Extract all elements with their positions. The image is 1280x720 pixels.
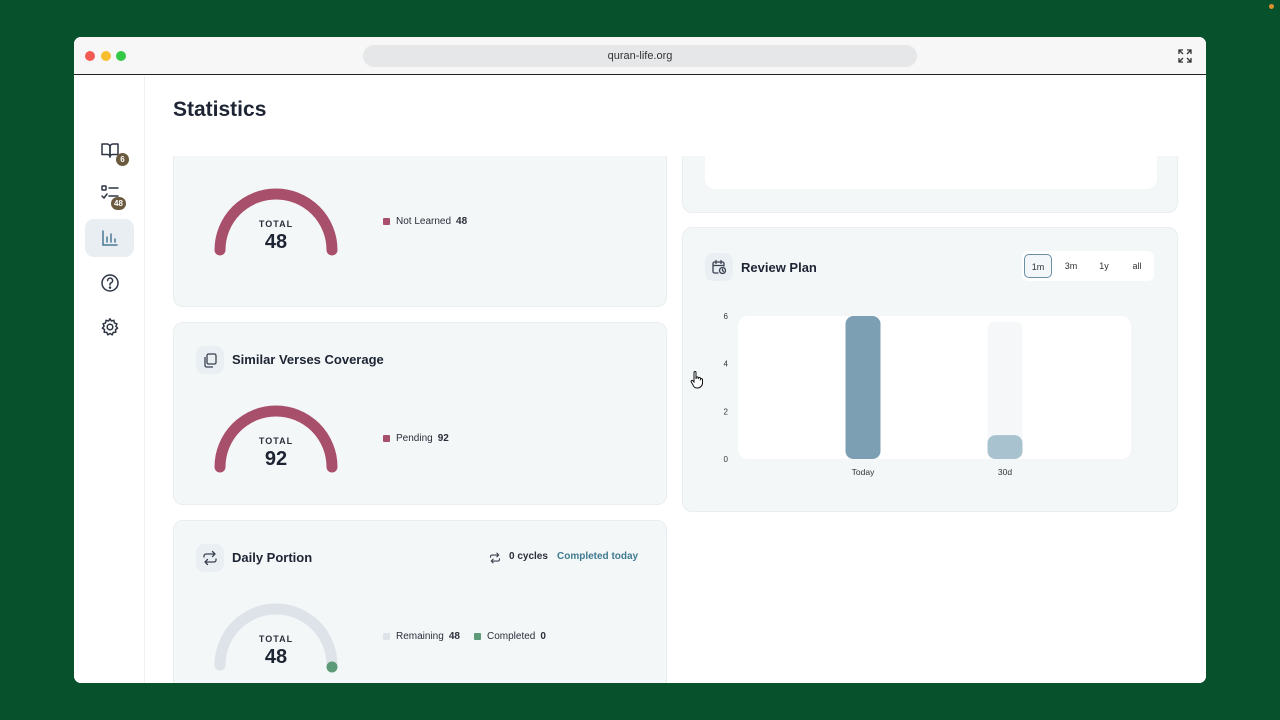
completed-today-status: Completed today	[557, 551, 639, 562]
legend-swatch	[383, 435, 390, 442]
legend-remaining: Remaining 48	[383, 631, 460, 642]
main-content: Statistics TOTAL 48 Not Learned 48 Simi	[145, 76, 1206, 683]
sidebar: 6 48	[74, 76, 145, 683]
similar-gauge-value: 92	[264, 448, 288, 470]
legend-pending: Pending 92	[383, 433, 449, 444]
sidebar-item-settings[interactable]	[85, 308, 134, 346]
notification-dot	[1269, 4, 1274, 9]
y-tick-label: 2	[724, 407, 729, 416]
upper-right-panel	[705, 156, 1157, 189]
legend-value: 48	[456, 216, 468, 227]
y-tick-label: 4	[724, 360, 729, 369]
legend-completed: Completed 0	[474, 631, 546, 642]
learned-gauge-value: 48	[264, 231, 288, 253]
open-book-icon	[100, 143, 119, 158]
range-button-3m[interactable]: 3m	[1064, 261, 1078, 271]
gear-icon	[101, 318, 118, 336]
legend-value: 0	[540, 631, 546, 642]
daily-gauge	[214, 603, 338, 673]
daily-portion-title: Daily Portion	[232, 550, 313, 565]
sidebar-item-help[interactable]	[85, 264, 134, 302]
range-selector: 1m 3m 1y all	[1022, 251, 1154, 281]
calendar-clock-icon	[705, 253, 733, 281]
sidebar-item-read[interactable]: 6	[85, 131, 134, 169]
daily-portion-card: Daily Portion 0 cycles Completed today T…	[173, 520, 667, 683]
similar-gauge-label: TOTAL	[258, 436, 294, 446]
range-button-1y[interactable]: 1y	[1099, 261, 1109, 271]
legend-swatch	[474, 633, 481, 640]
review-plan-title: Review Plan	[741, 260, 817, 275]
y-tick-label: 0	[724, 455, 729, 464]
legend-label: Not Learned	[396, 216, 452, 227]
checklist-badge: 48	[111, 197, 126, 210]
daily-gauge-value: 48	[264, 646, 288, 668]
bar-30d	[987, 435, 1023, 459]
x-tick-label: Today	[852, 467, 875, 477]
learned-gauge	[214, 188, 338, 256]
x-tick-label: 30d	[998, 467, 1012, 477]
legend-label: Pending	[396, 433, 433, 444]
browser-window: quran-life.org 6 48	[74, 37, 1206, 683]
page-title: Statistics	[173, 98, 267, 121]
hand-cursor-icon	[690, 371, 703, 389]
legend-label: Remaining	[396, 631, 444, 642]
range-button-all[interactable]: all	[1132, 261, 1142, 271]
minimize-window-button[interactable]	[101, 51, 111, 61]
legend-not-learned: Not Learned 48	[383, 216, 467, 227]
legend-swatch	[383, 218, 390, 225]
daily-gauge-label: TOTAL	[258, 634, 294, 644]
legend-value: 48	[448, 631, 460, 642]
legend-value: 92	[437, 433, 449, 444]
review-plan-card: Review Plan 1m 3m 1y all 0 2 4 6 Today 30d	[682, 227, 1178, 512]
learned-card: TOTAL 48 Not Learned 48	[173, 156, 667, 307]
review-plan-chart: 0 2 4 6 Today 30d	[724, 312, 1131, 477]
sidebar-item-statistics[interactable]	[85, 219, 134, 257]
similar-verses-title: Similar Verses Coverage	[232, 352, 384, 367]
browser-titlebar: quran-life.org	[74, 37, 1206, 75]
close-window-button[interactable]	[85, 51, 95, 61]
legend-swatch	[383, 633, 390, 640]
copy-icon	[196, 346, 224, 374]
bar-today	[845, 316, 881, 459]
upper-right-card	[682, 156, 1178, 213]
cycles-count: 0 cycles	[509, 551, 548, 562]
url-bar[interactable]: quran-life.org	[363, 45, 917, 67]
bar-track	[987, 322, 1023, 459]
fullscreen-icon[interactable]	[1178, 49, 1192, 63]
zoom-window-button[interactable]	[116, 51, 126, 61]
learned-gauge-label: TOTAL	[258, 219, 294, 229]
checklist-icon	[100, 185, 119, 200]
bar-chart-icon	[101, 230, 118, 246]
similar-verses-card: Similar Verses Coverage TOTAL 92 Pending…	[173, 322, 667, 505]
read-badge: 6	[116, 153, 129, 166]
similar-gauge	[214, 405, 338, 473]
chart-plot-area	[738, 316, 1131, 459]
repeat-icon	[196, 544, 224, 572]
range-button-1m[interactable]: 1m	[1024, 254, 1052, 278]
cycles-icon	[489, 552, 501, 564]
sidebar-item-checklist[interactable]: 48	[85, 175, 134, 213]
y-tick-label: 6	[724, 312, 729, 321]
legend-label: Completed	[487, 631, 536, 642]
help-icon	[100, 274, 119, 292]
